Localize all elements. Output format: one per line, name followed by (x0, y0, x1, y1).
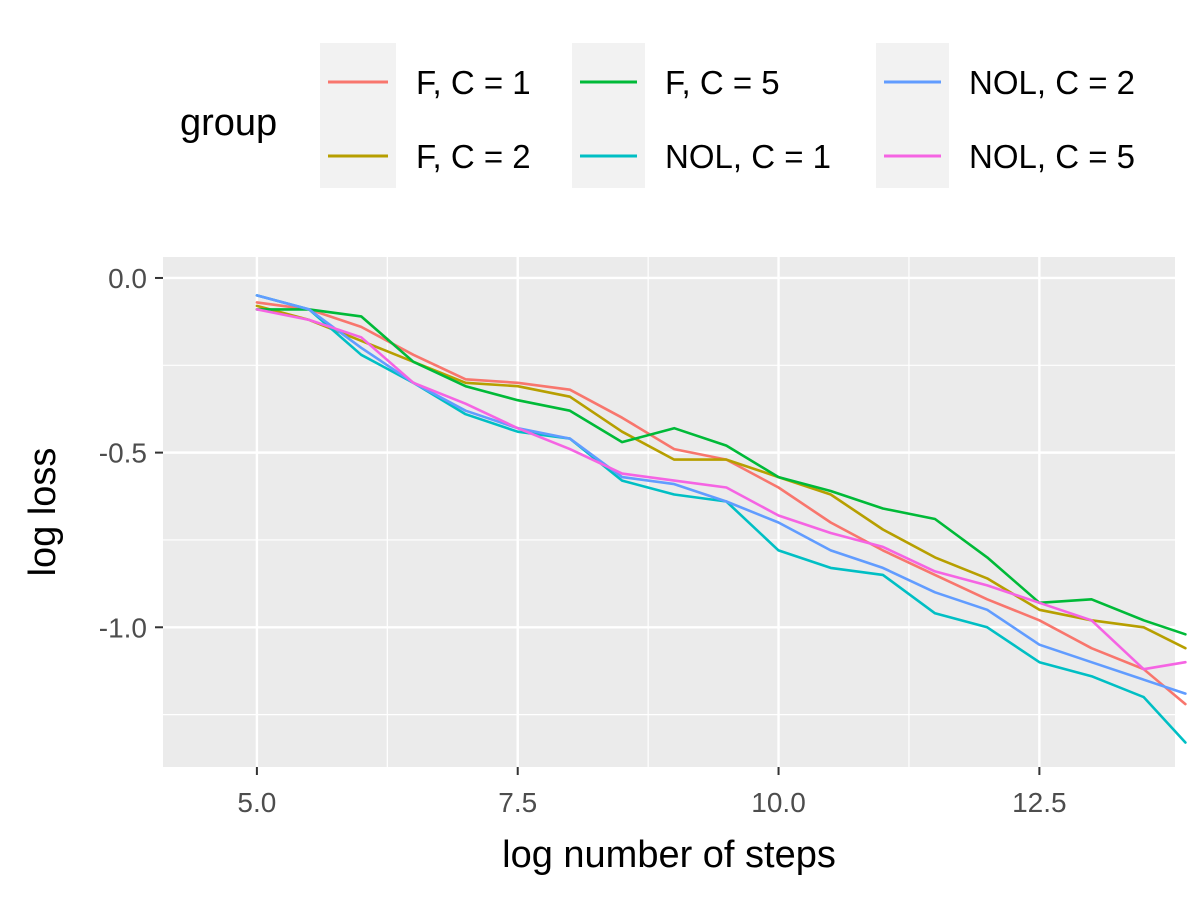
legend: group F, C = 1 F, C = 2 F, C = 5 NOL, C = 1… (180, 43, 1135, 188)
legend-label: F, C = 1 (416, 64, 531, 101)
legend-title: group (180, 102, 277, 144)
grid (163, 257, 1175, 767)
y-tick-label: 0.0 (108, 263, 147, 294)
series-line-6 (255, 308, 1187, 671)
legend-label: F, C = 2 (416, 138, 531, 175)
x-tick-label: 7.5 (498, 787, 537, 818)
x-axis-title: log number of steps (502, 834, 836, 876)
legend-label: NOL, C = 5 (969, 138, 1135, 175)
x-tick-label: 10.0 (751, 787, 806, 818)
y-tick-label: -1.0 (99, 612, 147, 643)
legend-key-background (876, 43, 949, 188)
legend-label: F, C = 5 (665, 64, 780, 101)
axes: 5.0 7.5 10.0 12.5 0.0 -0.5 -1.0 (99, 263, 1067, 818)
x-tick-label: 12.5 (1012, 787, 1067, 818)
legend-label: NOL, C = 1 (665, 138, 831, 175)
series-lines (255, 294, 1187, 744)
legend-label: NOL, C = 2 (969, 64, 1135, 101)
y-axis-title: log loss (22, 448, 64, 577)
x-tick-label: 5.0 (237, 787, 276, 818)
legend-key-background (320, 43, 396, 188)
plot-panel (163, 257, 1175, 767)
legend-key-background (572, 43, 645, 188)
y-tick-label: -0.5 (99, 438, 147, 469)
